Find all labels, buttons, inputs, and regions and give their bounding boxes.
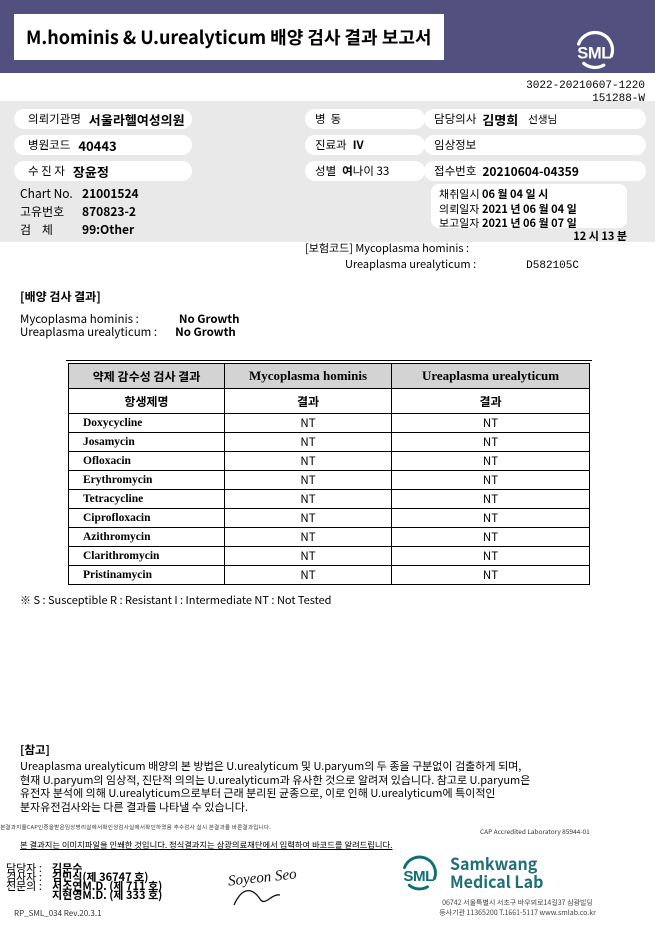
svg-text:SML: SML	[577, 44, 611, 63]
svg-text:SML: SML	[403, 868, 434, 885]
